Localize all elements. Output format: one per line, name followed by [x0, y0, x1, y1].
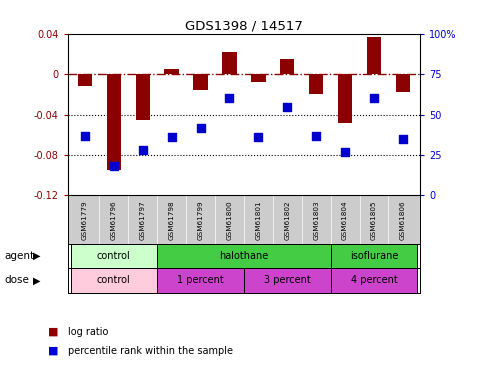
Text: GSM61796: GSM61796: [111, 200, 117, 240]
Point: [370, 96, 378, 102]
Text: percentile rank within the sample: percentile rank within the sample: [68, 346, 233, 355]
Text: GSM61805: GSM61805: [371, 200, 377, 240]
Text: GSM61779: GSM61779: [82, 200, 88, 240]
Text: 1 percent: 1 percent: [177, 275, 224, 285]
Text: agent: agent: [5, 251, 35, 261]
Text: GSM61797: GSM61797: [140, 200, 146, 240]
Bar: [193, 74, 208, 90]
Title: GDS1398 / 14517: GDS1398 / 14517: [185, 20, 303, 33]
Bar: [157, 268, 244, 292]
Point: [226, 96, 233, 102]
Bar: [107, 74, 121, 170]
Bar: [222, 52, 237, 74]
Text: log ratio: log ratio: [68, 327, 108, 337]
Bar: [157, 244, 331, 268]
Text: GSM61802: GSM61802: [284, 200, 290, 240]
Text: ■: ■: [48, 327, 59, 337]
Text: 3 percent: 3 percent: [264, 275, 311, 285]
Text: GSM61798: GSM61798: [169, 200, 175, 240]
Bar: [251, 74, 266, 82]
Text: GSM61799: GSM61799: [198, 200, 203, 240]
Bar: [331, 268, 417, 292]
Text: GSM61803: GSM61803: [313, 200, 319, 240]
Text: 4 percent: 4 percent: [351, 275, 398, 285]
Bar: [164, 69, 179, 74]
Bar: [331, 244, 417, 268]
Point: [110, 164, 118, 170]
Point: [168, 134, 175, 140]
Text: GSM61804: GSM61804: [342, 200, 348, 240]
Point: [313, 133, 320, 139]
Bar: [71, 244, 157, 268]
Text: isoflurane: isoflurane: [350, 251, 398, 261]
Point: [399, 136, 407, 142]
Text: control: control: [97, 251, 131, 261]
Bar: [367, 37, 381, 74]
Bar: [71, 268, 157, 292]
Text: GSM61800: GSM61800: [227, 200, 232, 240]
Point: [197, 124, 204, 130]
Point: [139, 147, 147, 153]
Text: control: control: [97, 275, 131, 285]
Text: ▶: ▶: [32, 275, 40, 285]
Text: GSM61806: GSM61806: [400, 200, 406, 240]
Point: [284, 104, 291, 110]
Text: dose: dose: [5, 275, 30, 285]
Bar: [338, 74, 352, 123]
Bar: [244, 268, 331, 292]
Bar: [280, 59, 295, 74]
Text: ▶: ▶: [32, 251, 40, 261]
Bar: [396, 74, 410, 92]
Point: [255, 134, 262, 140]
Text: ■: ■: [48, 346, 59, 355]
Bar: [309, 74, 324, 94]
Text: halothane: halothane: [219, 251, 269, 261]
Point: [341, 149, 349, 155]
Bar: [136, 74, 150, 120]
Bar: [78, 74, 92, 86]
Point: [81, 133, 89, 139]
Text: GSM61801: GSM61801: [256, 200, 261, 240]
